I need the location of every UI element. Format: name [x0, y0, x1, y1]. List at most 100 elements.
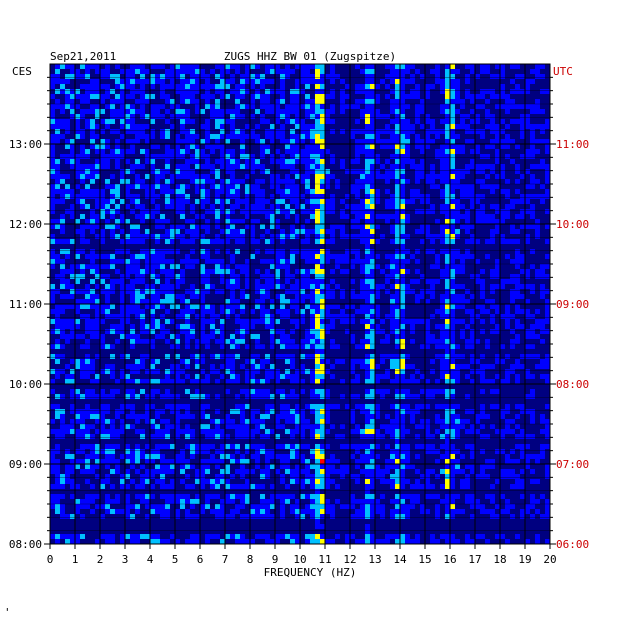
heatmap-cell: [430, 434, 435, 439]
heatmap-cell: [265, 319, 270, 324]
heatmap-cell: [295, 159, 300, 164]
heatmap-cell: [240, 499, 245, 504]
heatmap-cell: [315, 209, 320, 214]
heatmap-cell: [275, 494, 280, 499]
heatmap-cell: [500, 474, 505, 479]
heatmap-cell: [310, 509, 315, 514]
heatmap-cell: [290, 89, 295, 94]
heatmap-cell: [480, 209, 485, 214]
heatmap-cell: [175, 324, 180, 329]
heatmap-cell: [520, 404, 525, 409]
heatmap-cell: [355, 509, 360, 514]
heatmap-cell: [510, 504, 515, 509]
heatmap-cell: [350, 494, 355, 499]
heatmap-cell: [100, 334, 105, 339]
heatmap-cell: [465, 224, 470, 229]
heatmap-cell: [265, 404, 270, 409]
heatmap-cell: [345, 444, 350, 449]
heatmap-cell: [110, 154, 115, 159]
heatmap-cell: [410, 124, 415, 129]
heatmap-cell: [120, 259, 125, 264]
heatmap-cell: [390, 464, 395, 469]
heatmap-cell: [245, 124, 250, 129]
heatmap-cell: [90, 434, 95, 439]
heatmap-cell: [165, 189, 170, 194]
heatmap-cell: [355, 374, 360, 379]
heatmap-cell: [405, 379, 410, 384]
heatmap-cell: [210, 184, 215, 189]
heatmap-cell: [275, 374, 280, 379]
heatmap-cell: [520, 124, 525, 129]
heatmap-cell: [280, 494, 285, 499]
heatmap-cell: [90, 464, 95, 469]
heatmap-cell: [430, 164, 435, 169]
heatmap-cell: [125, 319, 130, 324]
heatmap-cell: [185, 79, 190, 84]
heatmap-cell: [75, 429, 80, 434]
heatmap-cell: [395, 284, 400, 289]
heatmap-cell: [110, 364, 115, 369]
heatmap-cell: [180, 129, 185, 134]
heatmap-cell: [490, 284, 495, 289]
heatmap-cell: [435, 379, 440, 384]
heatmap-cell: [375, 454, 380, 459]
heatmap-cell: [185, 254, 190, 259]
heatmap-cell: [210, 309, 215, 314]
heatmap-cell: [315, 369, 320, 374]
heatmap-cell: [200, 239, 205, 244]
heatmap-cell: [315, 204, 320, 209]
heatmap-cell: [100, 304, 105, 309]
heatmap-cell: [445, 469, 450, 474]
heatmap-cell: [95, 194, 100, 199]
heatmap-cell: [155, 194, 160, 199]
heatmap-cell: [450, 409, 455, 414]
heatmap-cell: [450, 144, 455, 149]
heatmap-cell: [160, 459, 165, 464]
heatmap-cell: [285, 404, 290, 409]
heatmap-cell: [165, 329, 170, 334]
heatmap-cell: [440, 424, 445, 429]
heatmap-cell: [445, 114, 450, 119]
heatmap-cell: [275, 329, 280, 334]
heatmap-cell: [475, 149, 480, 154]
heatmap-cell: [330, 94, 335, 99]
heatmap-cell: [275, 279, 280, 284]
heatmap-cell: [255, 454, 260, 459]
heatmap-cell: [90, 324, 95, 329]
heatmap-cell: [540, 274, 545, 279]
heatmap-cell: [245, 514, 250, 519]
heatmap-cell: [240, 484, 245, 489]
heatmap-cell: [65, 469, 70, 474]
heatmap-cell: [105, 294, 110, 299]
heatmap-cell: [115, 139, 120, 144]
heatmap-cell: [445, 184, 450, 189]
heatmap-cell: [525, 314, 530, 319]
heatmap-cell: [510, 229, 515, 234]
heatmap-cell: [370, 129, 375, 134]
heatmap-cell: [250, 219, 255, 224]
heatmap-cell: [160, 324, 165, 329]
heatmap-cell: [250, 154, 255, 159]
heatmap-cell: [200, 179, 205, 184]
heatmap-cell: [170, 189, 175, 194]
heatmap-cell: [55, 504, 60, 509]
heatmap-cell: [300, 309, 305, 314]
heatmap-cell: [260, 194, 265, 199]
heatmap-cell: [100, 344, 105, 349]
heatmap-cell: [165, 129, 170, 134]
heatmap-cell: [360, 149, 365, 154]
heatmap-cell: [300, 159, 305, 164]
heatmap-cell: [190, 334, 195, 339]
heatmap-cell: [230, 79, 235, 84]
heatmap-cell: [230, 364, 235, 369]
heatmap-cell: [235, 509, 240, 514]
heatmap-cell: [510, 429, 515, 434]
heatmap-cell: [95, 379, 100, 384]
heatmap-cell: [440, 104, 445, 109]
heatmap-cell: [485, 89, 490, 94]
heatmap-cell: [355, 514, 360, 519]
heatmap-cell: [95, 169, 100, 174]
heatmap-cell: [395, 329, 400, 334]
heatmap-cell: [445, 409, 450, 414]
heatmap-cell: [210, 179, 215, 184]
